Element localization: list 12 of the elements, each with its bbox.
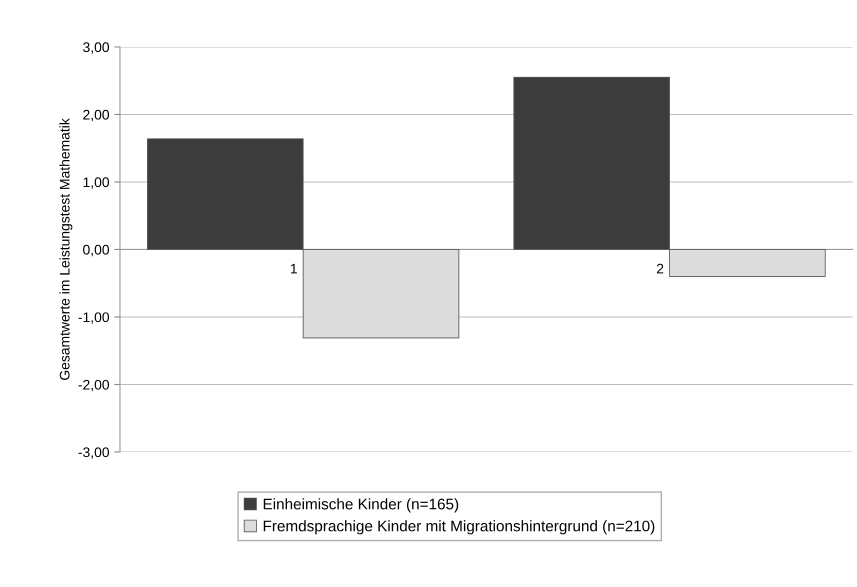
y-tick-label: 3,00 bbox=[83, 42, 110, 54]
y-tick-label: 0,00 bbox=[83, 244, 110, 256]
legend-label: Einheimische Kinder (n=165) bbox=[264, 498, 458, 512]
legend-label: Fremdsprachige Kinder mit Migrationshintergrund (n=210) bbox=[264, 520, 654, 534]
y-tick-label: 1,00 bbox=[84, 177, 110, 189]
y-tick-label: -1,00 bbox=[78, 312, 110, 324]
x-tick-label: 2 bbox=[656, 264, 664, 274]
y-tick-label: -2,00 bbox=[78, 380, 110, 392]
y-axis-title: Gesamtwerte im Leistungstest Mathematik bbox=[59, 118, 72, 380]
y-tick-label: -3,00 bbox=[78, 447, 110, 459]
y-tick-label: 2,00 bbox=[83, 110, 110, 122]
x-tick-label: 1 bbox=[290, 264, 297, 274]
